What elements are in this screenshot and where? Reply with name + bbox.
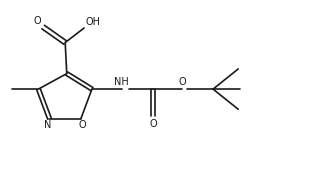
Text: N: N [44,120,51,130]
Text: O: O [33,16,41,26]
Text: OH: OH [86,17,100,27]
Text: O: O [179,77,186,87]
Text: O: O [79,120,86,130]
Text: O: O [149,119,157,129]
Text: NH: NH [114,77,129,87]
